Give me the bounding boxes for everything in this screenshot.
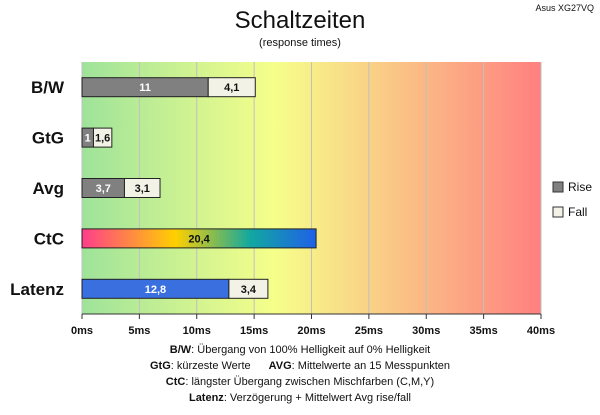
category-labels: B/W GtG Avg CtC Latenz	[10, 78, 65, 299]
note-gtg-key: GtG	[150, 360, 171, 372]
bar-label-fall: 1,6	[95, 133, 110, 145]
chart-title: Schaltzeiten	[235, 7, 366, 34]
note-latenz-key: Latenz	[189, 392, 224, 404]
bar-fall	[123, 178, 161, 198]
x-tick-label: 35ms	[470, 325, 498, 337]
x-tick-label: 0ms	[71, 325, 93, 337]
category-label: B/W	[31, 78, 65, 97]
note-latenz: Latenz: Verzögerung + Mittelwert Avg ris…	[189, 392, 411, 404]
category-label: CtC	[34, 229, 64, 248]
x-tick-label: 20ms	[297, 325, 325, 337]
category-label: GtG	[32, 129, 64, 148]
legend-label-rise: Rise	[568, 180, 592, 194]
bar-rise	[81, 228, 317, 249]
x-tick-labels: 0ms 5ms 10ms 15ms 20ms 25ms 30ms 35ms 40ms	[71, 313, 555, 337]
note-ctc: CtC: längster Übergang zwischen Mischfar…	[166, 376, 434, 388]
bar-fall	[228, 278, 269, 299]
note-avg-text: : Mittelwerte an 15 Messpunkten	[292, 360, 450, 372]
legend-swatch-fall	[552, 206, 564, 218]
note-gtg-text: : kürzeste Werte	[171, 360, 251, 372]
bar-label-rise: 20,4	[188, 233, 210, 245]
x-tick-label: 10ms	[183, 325, 211, 337]
bar-label-rise: 1	[85, 133, 91, 145]
legend-label-fall: Fall	[568, 205, 587, 219]
legend: Rise Fall	[552, 180, 592, 219]
note-ctc-key: CtC	[166, 376, 186, 388]
x-tick-label: 30ms	[412, 325, 440, 337]
bar-label-rise: 3,7	[96, 183, 111, 195]
note-gtg-avg: GtG: kürzeste Werte AVG: Mittelwerte an 1…	[150, 360, 450, 372]
x-tick-label: 15ms	[240, 325, 268, 337]
note-bw-text: : Übergang von 100% Helligkeit auf 0% He…	[191, 344, 430, 356]
bar-label-rise: 11	[139, 82, 151, 94]
explanation-notes: B/W: Übergang von 100% Helligkeit auf 0%…	[150, 344, 450, 404]
note-ctc-text: : längster Übergang zwischen Mischfarben…	[185, 376, 434, 388]
note-latenz-text: : Verzögerung + Mittelwert Avg rise/fall	[224, 392, 411, 404]
x-tick-label: 40ms	[527, 325, 555, 337]
note-bw-key: B/W	[170, 344, 192, 356]
legend-swatch-rise	[552, 181, 564, 193]
bar-label-rise: 12,8	[145, 284, 166, 296]
bar-label-fall: 4,1	[224, 82, 239, 94]
bar-fall	[92, 127, 113, 148]
category-label: Avg	[33, 179, 65, 198]
note-bw: B/W: Übergang von 100% Helligkeit auf 0%…	[170, 344, 430, 356]
category-label: Latenz	[10, 280, 64, 299]
x-tick-label: 25ms	[355, 325, 383, 337]
x-tick-label: 5ms	[128, 325, 150, 337]
chart-subtitle: (response times)	[259, 37, 341, 49]
note-avg-key: AVG	[269, 360, 292, 372]
bar-label-fall: 3,4	[241, 284, 257, 296]
bar-fall	[207, 77, 256, 98]
bars-group: 11 4,1 1 1,6 3,7 3,1 20,4 12,8 3,4	[81, 77, 317, 299]
bar-label-fall: 3,1	[135, 183, 150, 195]
monitor-model-label: Asus XG27VQ	[535, 3, 594, 13]
